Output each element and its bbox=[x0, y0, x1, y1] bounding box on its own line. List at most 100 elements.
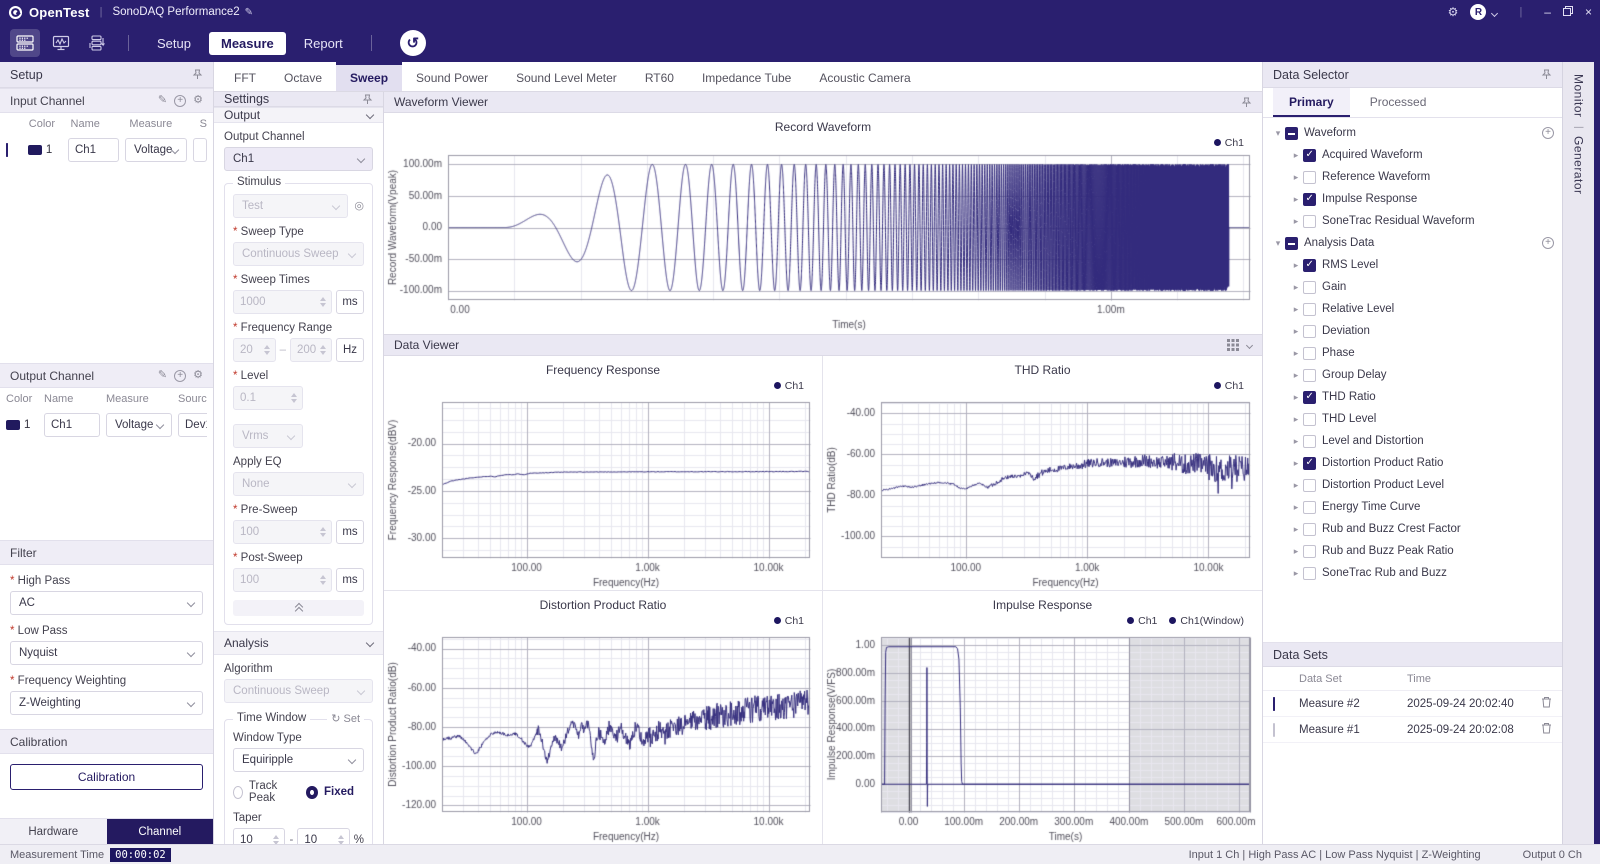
apply-eq-select[interactable]: None bbox=[233, 472, 364, 496]
chevron-right-icon[interactable]: ▸ bbox=[1289, 568, 1303, 579]
tab-sound-power[interactable]: Sound Power bbox=[402, 62, 502, 91]
chevron-right-icon[interactable]: ▸ bbox=[1289, 216, 1303, 227]
tree-checkbox[interactable] bbox=[1303, 523, 1316, 536]
data-set-row[interactable]: Measure #12025-09-24 20:02:08 bbox=[1263, 717, 1562, 743]
measure-select[interactable]: Voltage bbox=[125, 138, 187, 162]
tab-fft[interactable]: FFT bbox=[220, 62, 270, 91]
tree-checkbox[interactable] bbox=[1303, 413, 1316, 426]
edit-icon[interactable]: ✎ bbox=[158, 95, 167, 106]
time-window-set[interactable]: ↻Set bbox=[327, 712, 364, 725]
legend-item[interactable]: Ch1 bbox=[774, 380, 804, 392]
distortion-product-ratio-canvas[interactable] bbox=[384, 591, 822, 844]
pre-sweep-input[interactable]: 100 bbox=[233, 520, 332, 544]
fixed-label[interactable]: Fixed bbox=[324, 786, 354, 798]
tree-checkbox[interactable] bbox=[1303, 435, 1316, 448]
tree-checkbox[interactable] bbox=[1303, 193, 1316, 206]
output-section-header[interactable]: Output bbox=[214, 107, 383, 123]
tree-item-waveform[interactable]: ▾Waveform+ bbox=[1263, 122, 1562, 144]
channel-settings-icon[interactable]: ⚙ bbox=[193, 95, 203, 106]
settings-icon[interactable]: ⚙ bbox=[1448, 6, 1459, 18]
tree-checkbox[interactable] bbox=[1303, 545, 1316, 558]
level-input[interactable]: 0.1 bbox=[233, 386, 303, 410]
record-waveform-canvas[interactable] bbox=[384, 113, 1262, 334]
avatar[interactable]: R bbox=[1470, 4, 1486, 20]
chevron-right-icon[interactable]: ▸ bbox=[1289, 172, 1303, 183]
truncated-field[interactable] bbox=[193, 138, 207, 162]
sweep-times-input[interactable]: 1000 bbox=[233, 290, 332, 314]
add-channel-icon[interactable]: + bbox=[174, 95, 186, 107]
tree-item-distortion-product-level[interactable]: ▸Distortion Product Level bbox=[1263, 474, 1562, 496]
tree-checkbox[interactable] bbox=[1303, 369, 1316, 382]
chevron-right-icon[interactable]: ▸ bbox=[1289, 304, 1303, 315]
tree-checkbox[interactable] bbox=[1303, 281, 1316, 294]
tree-item-rub-and-buzz-peak-ratio[interactable]: ▸Rub and Buzz Peak Ratio bbox=[1263, 540, 1562, 562]
output-settings-icon[interactable]: ⚙ bbox=[193, 370, 203, 381]
tree-item-reference-waveform[interactable]: ▸Reference Waveform bbox=[1263, 166, 1562, 188]
nav-report[interactable]: Report bbox=[292, 32, 355, 55]
tab-rt60[interactable]: RT60 bbox=[631, 62, 688, 91]
tab-channel[interactable]: Channel bbox=[107, 819, 214, 844]
avatar-chevron-down-icon[interactable] bbox=[1491, 9, 1498, 16]
edit-project-icon[interactable]: ✎ bbox=[245, 7, 253, 18]
analysis-section-header[interactable]: Analysis bbox=[214, 631, 383, 655]
legend-item[interactable]: Ch1(Window) bbox=[1169, 615, 1244, 627]
channel-color-swatch[interactable] bbox=[28, 145, 42, 155]
tree-item-acquired-waveform[interactable]: ▸Acquired Waveform bbox=[1263, 144, 1562, 166]
nav-measure[interactable]: Measure bbox=[209, 32, 286, 55]
chevron-right-icon[interactable]: ▸ bbox=[1289, 458, 1303, 469]
tree-item-relative-level[interactable]: ▸Relative Level bbox=[1263, 298, 1562, 320]
high-pass-select[interactable]: AC bbox=[10, 591, 203, 615]
chevron-right-icon[interactable]: ▸ bbox=[1289, 392, 1303, 403]
tree-checkbox[interactable] bbox=[1303, 391, 1316, 404]
frequency-response-canvas[interactable] bbox=[384, 356, 822, 590]
tree-item-thd-level[interactable]: ▸THD Level bbox=[1263, 408, 1562, 430]
tree-item-sonetrac-rub-and-buzz[interactable]: ▸SoneTrac Rub and Buzz bbox=[1263, 562, 1562, 584]
stimulus-config-icon[interactable]: ◎ bbox=[354, 201, 364, 212]
add-data-icon[interactable]: + bbox=[1542, 237, 1554, 249]
tree-checkbox[interactable] bbox=[1285, 127, 1298, 140]
output-channel-select[interactable]: Ch1 bbox=[224, 147, 373, 171]
algorithm-select[interactable]: Continuous Sweep bbox=[224, 679, 373, 703]
chevron-right-icon[interactable]: ▸ bbox=[1289, 370, 1303, 381]
track-peak-label[interactable]: Track Peak bbox=[249, 780, 290, 804]
pin-icon[interactable] bbox=[192, 69, 203, 80]
freq-max-input[interactable]: 200 bbox=[290, 338, 332, 362]
fixed-radio[interactable] bbox=[306, 786, 318, 799]
sequence-button[interactable] bbox=[82, 29, 112, 57]
tree-item-energy-time-curve[interactable]: ▸Energy Time Curve bbox=[1263, 496, 1562, 518]
pin-icon[interactable] bbox=[1541, 69, 1552, 80]
channel-enabled-checkbox[interactable] bbox=[6, 143, 8, 157]
restore-button[interactable] bbox=[1563, 5, 1573, 19]
taper-min-input[interactable]: 10 bbox=[233, 828, 285, 844]
chevron-right-icon[interactable]: ▸ bbox=[1289, 150, 1303, 161]
chevron-right-icon[interactable]: ▸ bbox=[1289, 502, 1303, 513]
impulse-response-canvas[interactable] bbox=[823, 591, 1262, 844]
tree-checkbox[interactable] bbox=[1303, 303, 1316, 316]
add-data-icon[interactable]: + bbox=[1542, 127, 1554, 139]
output-name-input[interactable]: Ch1 bbox=[44, 413, 100, 437]
tab-processed[interactable]: Processed bbox=[1354, 88, 1443, 117]
legend-item[interactable]: Ch1 bbox=[1214, 380, 1244, 392]
output-source-select[interactable]: Dev1 bbox=[178, 413, 207, 437]
thd-ratio-canvas[interactable] bbox=[823, 356, 1262, 590]
legend-item[interactable]: Ch1 bbox=[774, 615, 804, 627]
monitor-view-button[interactable] bbox=[46, 29, 76, 57]
tree-item-rms-level[interactable]: ▸RMS Level bbox=[1263, 254, 1562, 276]
data-set-row[interactable]: Measure #22025-09-24 20:02:40 bbox=[1263, 691, 1562, 717]
legend-item[interactable]: Ch1 bbox=[1127, 615, 1157, 627]
chevron-right-icon[interactable]: ▸ bbox=[1289, 414, 1303, 425]
tree-checkbox[interactable] bbox=[1303, 149, 1316, 162]
tree-checkbox[interactable] bbox=[1303, 215, 1316, 228]
taper-max-input[interactable]: 10 bbox=[297, 828, 349, 844]
chevron-right-icon[interactable]: ▸ bbox=[1289, 480, 1303, 491]
chevron-right-icon[interactable]: ▸ bbox=[1289, 194, 1303, 205]
chevron-right-icon[interactable]: ▸ bbox=[1289, 546, 1303, 557]
legend-item[interactable]: Ch1 bbox=[1214, 137, 1244, 149]
chevron-down-icon[interactable]: ▾ bbox=[1271, 128, 1285, 139]
tab-impedance-tube[interactable]: Impedance Tube bbox=[688, 62, 805, 91]
track-peak-radio[interactable] bbox=[233, 786, 243, 799]
tree-item-sonetrac-residual-waveform[interactable]: ▸SoneTrac Residual Waveform bbox=[1263, 210, 1562, 232]
tab-sound-level-meter[interactable]: Sound Level Meter bbox=[502, 62, 631, 91]
chevron-right-icon[interactable]: ▸ bbox=[1289, 436, 1303, 447]
tree-item-rub-and-buzz-crest-factor[interactable]: ▸Rub and Buzz Crest Factor bbox=[1263, 518, 1562, 540]
